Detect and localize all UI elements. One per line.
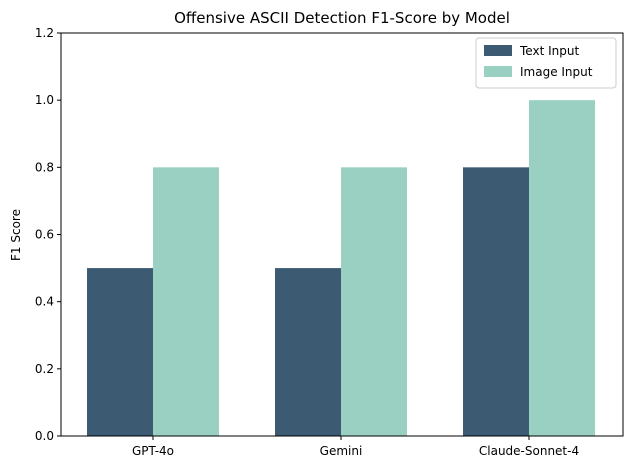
legend-label: Image Input — [520, 65, 593, 79]
y-axis-label: F1 Score — [9, 209, 23, 261]
y-axis: 0.0 0.2 0.4 0.6 0.8 1.0 1.2 — [35, 26, 61, 443]
y-tick-label: 0.4 — [35, 295, 54, 309]
bar-text-input-gpt-4o — [87, 268, 153, 436]
plot-frame — [60, 32, 624, 437]
x-axis: GPT-4o Gemini Claude-Sonnet-4 — [132, 436, 579, 458]
legend-label: Text Input — [519, 44, 579, 58]
bar-text-input-gemini — [275, 268, 341, 436]
x-tick-label: GPT-4o — [132, 444, 174, 458]
bar-image-input-claude-sonnet-4 — [529, 100, 595, 437]
x-tick-label: Claude-Sonnet-4 — [479, 444, 579, 458]
legend-swatch — [484, 66, 512, 77]
y-tick-label: 1.0 — [35, 93, 54, 107]
y-tick-label: 0.6 — [35, 228, 54, 242]
y-tick-label: 0.8 — [35, 160, 54, 174]
bar-image-input-gpt-4o — [153, 167, 219, 437]
chart-title: Offensive ASCII Detection F1-Score by Mo… — [174, 9, 510, 27]
legend-swatch — [484, 45, 512, 56]
bar-text-input-claude-sonnet-4 — [463, 167, 529, 437]
y-tick-label: 1.2 — [35, 26, 54, 40]
bar-image-input-gemini — [341, 167, 407, 437]
x-tick-label: Gemini — [320, 444, 363, 458]
y-tick-label: 0.0 — [35, 429, 54, 443]
legend: Text Input Image Input — [475, 37, 617, 89]
y-tick-label: 0.2 — [35, 362, 54, 376]
bars-group — [87, 100, 595, 437]
